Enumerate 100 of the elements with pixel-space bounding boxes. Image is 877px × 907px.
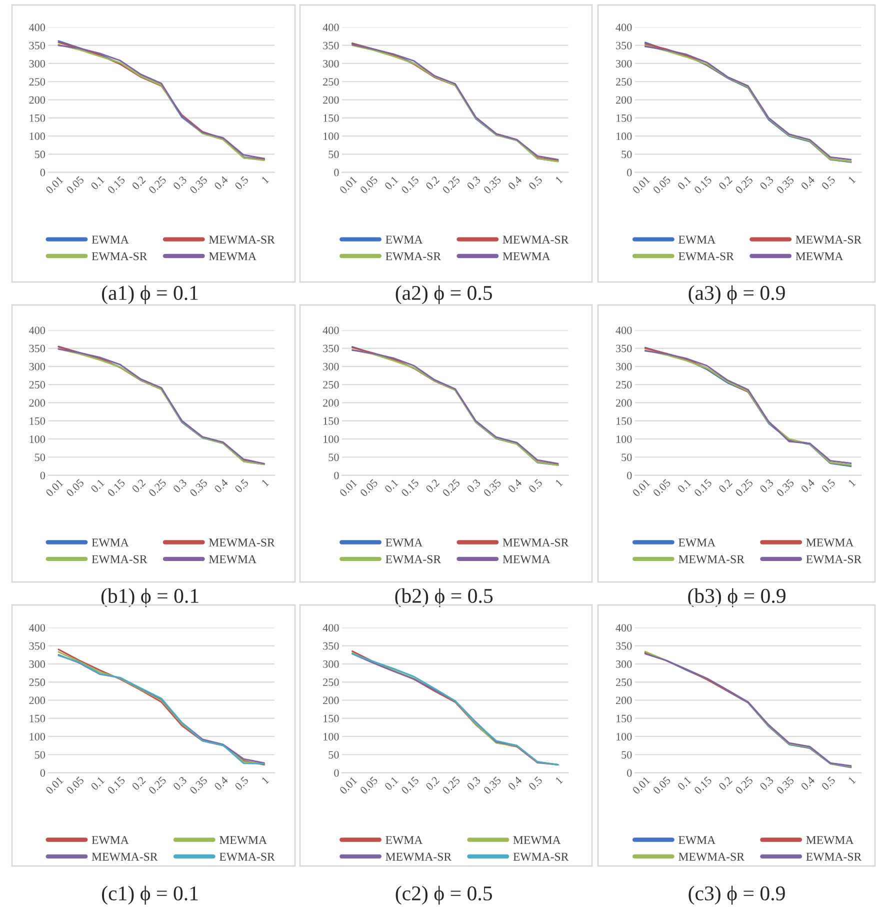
legend-label: MEWMA (502, 555, 550, 564)
legend-label: MEWMA-SR (678, 555, 744, 564)
y-tick-label: 200 (323, 696, 339, 704)
legend-label: MEWMA (796, 252, 844, 260)
x-tick-label: 0.05 (360, 176, 378, 194)
y-tick-label: 400 (322, 624, 339, 632)
y-tick-label: 300 (29, 362, 46, 370)
x-tick-label: 0.05 (360, 478, 378, 498)
x-tick-label: 0.4 (214, 478, 229, 494)
x-tick-label: 0.05 (66, 478, 84, 498)
y-tick-label: 0 (627, 168, 632, 176)
legend-label: MEWMA-SR (796, 236, 862, 244)
x-tick-label: 0.15 (107, 176, 126, 194)
x-tick-label: 0.4 (508, 478, 522, 494)
x-tick-label: 0.35 (776, 776, 794, 795)
x-tick-label: 0.01 (339, 776, 358, 795)
text: (c3) ϕ = 0.9 (688, 886, 785, 905)
legend-label: MEWMA (502, 252, 550, 260)
legend-label: EWMA-SR (806, 852, 862, 861)
x-tick-label: 0.1 (677, 176, 692, 190)
y-tick-label: 400 (616, 326, 632, 334)
y-tick-label: 350 (323, 642, 339, 650)
y-tick-label: 350 (29, 642, 46, 650)
y-tick-label: 100 (616, 435, 632, 443)
y-tick-label: 100 (324, 732, 339, 740)
legend-label: MEWMA (513, 836, 561, 844)
y-tick-label: 100 (616, 732, 632, 740)
y-tick-label: 50 (34, 751, 46, 759)
x-tick-label: 0.35 (483, 478, 502, 498)
x-tick-label: 0.4 (800, 776, 816, 791)
x-tick-label: 0.05 (652, 176, 672, 194)
y-tick-label: 250 (323, 78, 339, 86)
x-tick-label: 0.1 (384, 478, 399, 494)
x-tick-label: 0.4 (508, 175, 522, 190)
y-tick-label: 400 (29, 326, 46, 334)
x-tick-label: 0.01 (632, 176, 650, 194)
x-tick-label: 0.01 (45, 776, 64, 795)
x-tick-label: 0.35 (189, 176, 208, 194)
x-tick-label: 0.15 (400, 478, 420, 498)
text: (a3) ϕ = 0.9 (688, 285, 785, 304)
y-tick-label: 350 (616, 42, 632, 50)
legend-label: EWMA-SR (386, 555, 442, 564)
y-tick-label: 0 (40, 769, 46, 777)
x-tick-label: 0.15 (107, 478, 126, 498)
legend-label: EWMA (92, 236, 129, 244)
x-tick-label: 0.25 (734, 176, 754, 194)
y-tick-label: 350 (616, 344, 632, 352)
y-tick-label: 0 (627, 472, 632, 480)
x-tick-label: 1 (261, 176, 270, 184)
x-tick-label: 0.35 (189, 478, 208, 498)
x-tick-label: 0.4 (800, 478, 816, 494)
y-tick-label: 150 (324, 114, 339, 122)
y-tick-label: 100 (30, 732, 46, 740)
y-tick-label: 100 (324, 435, 339, 443)
x-tick-label: 0.4 (800, 175, 816, 190)
y-tick-label: 350 (29, 344, 46, 352)
text: (b1) ϕ = 0.1 (101, 588, 198, 608)
x-tick-label: 0.35 (776, 176, 794, 194)
x-tick-label: 1 (555, 478, 563, 487)
y-tick-label: 250 (29, 78, 46, 86)
x-tick-label: 0.3 (466, 176, 481, 190)
legend-label: MEWMA-SR (502, 538, 569, 547)
y-tick-label: 300 (616, 660, 632, 668)
x-tick-label: 0.3 (172, 776, 188, 791)
y-tick-label: 0 (40, 168, 46, 176)
x-tick-label: 0.05 (652, 776, 672, 795)
y-tick-label: 100 (616, 132, 632, 140)
y-tick-label: 250 (616, 678, 632, 686)
y-tick-label: 350 (616, 642, 632, 650)
x-tick-label: 0.4 (214, 175, 229, 190)
x-tick-label: 1 (261, 478, 270, 487)
x-tick-label: 0.1 (90, 776, 105, 791)
x-tick-label: 0.5 (528, 776, 543, 791)
legend-label: MEWMA-SR (208, 538, 275, 547)
x-tick-label: 0.01 (339, 176, 358, 194)
y-tick-label: 50 (328, 751, 339, 759)
text: (b2) ϕ = 0.5 (395, 588, 493, 608)
y-tick-label: 200 (616, 96, 632, 104)
legend-label: MEWMA (806, 538, 854, 547)
x-tick-label: 0.3 (759, 176, 774, 190)
legend-label: EWMA (678, 236, 716, 244)
x-tick-label: 0.5 (821, 176, 836, 190)
text: (b3) ϕ = 0.9 (688, 588, 786, 608)
text: (a2) ϕ = 0.5 (396, 285, 492, 304)
y-tick-label: 400 (29, 24, 46, 32)
y-tick-label: 250 (323, 678, 339, 686)
y-tick-label: 300 (29, 660, 46, 668)
x-tick-label: 0.35 (483, 776, 502, 795)
x-tick-label: 0.3 (759, 478, 774, 494)
y-tick-label: 50 (622, 751, 632, 759)
x-tick-label: 0.1 (90, 176, 105, 190)
y-tick-label: 150 (30, 417, 46, 425)
legend-label: MEWMA-SR (208, 236, 275, 244)
x-tick-label: 0.05 (652, 478, 672, 498)
y-tick-label: 0 (334, 472, 339, 480)
x-tick-label: 0.01 (632, 478, 650, 498)
y-tick-label: 200 (29, 96, 46, 104)
x-tick-label: 0.1 (677, 776, 692, 791)
y-tick-label: 50 (34, 150, 46, 158)
y-tick-label: 400 (322, 24, 339, 32)
